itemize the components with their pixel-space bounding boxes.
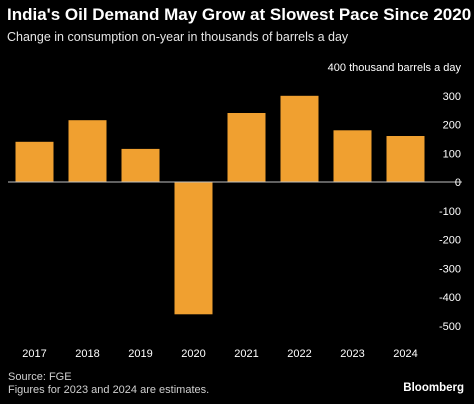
y-tick-label-200: 200 xyxy=(443,120,461,132)
x-tick-label-2024: 2024 xyxy=(393,348,417,360)
y-tick-label--200: -200 xyxy=(439,235,461,247)
x-tick-label-2020: 2020 xyxy=(181,348,205,360)
y-axis-top-label: 400 thousand barrels a day xyxy=(328,62,462,74)
chart-title: India's Oil Demand May Grow at Slowest P… xyxy=(7,5,472,24)
y-tick-label-0: 0 xyxy=(455,177,461,189)
bar-2023 xyxy=(333,130,372,183)
bar-2019 xyxy=(121,148,160,182)
y-tick-label--100: -100 xyxy=(439,206,461,218)
bar-2018 xyxy=(68,120,107,182)
source-note: Source: FGE xyxy=(8,371,72,383)
y-tick-label-300: 300 xyxy=(443,91,461,103)
y-tick-label--500: -500 xyxy=(439,321,461,333)
bar-2017 xyxy=(15,141,54,183)
bloomberg-logo: Bloomberg xyxy=(403,382,464,394)
y-tick-label--300: -300 xyxy=(439,263,461,275)
x-tick-label-2022: 2022 xyxy=(287,348,311,360)
x-tick-label-2021: 2021 xyxy=(234,348,258,360)
x-tick-label-2018: 2018 xyxy=(75,348,99,360)
bar-2021 xyxy=(227,113,266,182)
x-tick-label-2019: 2019 xyxy=(128,348,152,360)
bar-2024 xyxy=(386,136,425,182)
estimate-note: Figures for 2023 and 2024 are estimates. xyxy=(8,384,210,396)
bar-2022 xyxy=(280,95,319,183)
y-tick-label--400: -400 xyxy=(439,292,461,304)
x-tick-label-2023: 2023 xyxy=(340,348,364,360)
bar-2020 xyxy=(174,182,213,315)
x-tick-label-2017: 2017 xyxy=(22,348,46,360)
y-tick-label-100: 100 xyxy=(443,148,461,160)
chart-subtitle: Change in consumption on-year in thousan… xyxy=(7,30,349,44)
